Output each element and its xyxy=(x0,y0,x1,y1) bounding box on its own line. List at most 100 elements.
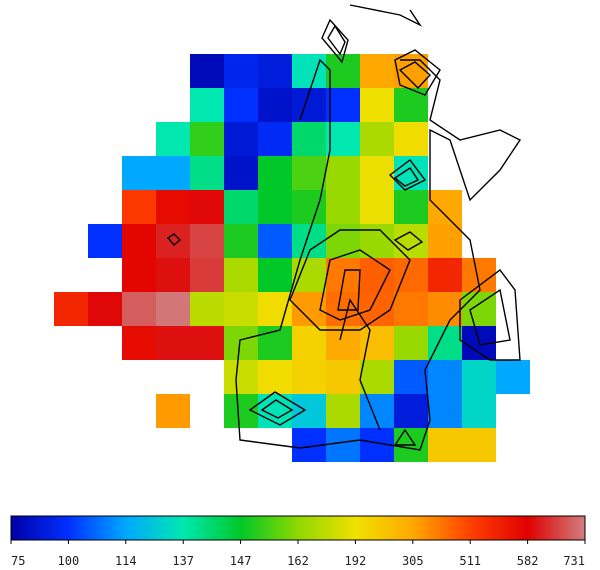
cell xyxy=(394,360,428,394)
cell xyxy=(360,156,394,190)
cell xyxy=(122,326,156,360)
cell xyxy=(156,394,190,428)
cell xyxy=(428,326,462,360)
cell xyxy=(360,292,394,326)
cell xyxy=(326,360,360,394)
cell xyxy=(156,258,190,292)
colorbar-segment xyxy=(125,516,184,540)
colorbar-tick-label: 305 xyxy=(402,554,424,568)
cell xyxy=(292,156,326,190)
colorbar-segment xyxy=(11,516,69,540)
colorbar-tick-label: 192 xyxy=(345,554,367,568)
cell xyxy=(122,292,156,326)
cell xyxy=(258,224,292,258)
cell xyxy=(360,258,394,292)
cell xyxy=(258,292,292,326)
cell xyxy=(190,88,224,122)
cell xyxy=(258,258,292,292)
cell xyxy=(122,258,156,292)
cell xyxy=(190,190,224,224)
cell xyxy=(428,292,462,326)
cell xyxy=(394,394,428,428)
cell xyxy=(224,122,258,156)
cell xyxy=(224,190,258,224)
cell xyxy=(360,88,394,122)
cell xyxy=(326,394,360,428)
cell xyxy=(122,190,156,224)
cell xyxy=(292,54,326,88)
cell xyxy=(462,360,496,394)
cell xyxy=(394,190,428,224)
cell xyxy=(122,156,156,190)
cell xyxy=(190,326,224,360)
cell xyxy=(326,190,360,224)
cell xyxy=(394,88,428,122)
cell xyxy=(224,54,258,88)
colorbar-segment xyxy=(240,516,299,540)
colorbar-segment xyxy=(68,516,127,540)
cell xyxy=(88,292,122,326)
cell xyxy=(156,224,190,258)
cell xyxy=(428,258,462,292)
cell xyxy=(326,258,360,292)
colorbar-tick-label: 100 xyxy=(58,554,80,568)
cell xyxy=(190,122,224,156)
cell xyxy=(428,190,462,224)
cell xyxy=(224,258,258,292)
colorbar-segment xyxy=(355,516,414,540)
colorbar-tick-label: 582 xyxy=(517,554,539,568)
cell xyxy=(394,326,428,360)
cell xyxy=(326,326,360,360)
colorbar-segment xyxy=(527,516,586,540)
cell xyxy=(462,292,496,326)
cell xyxy=(428,394,462,428)
cell xyxy=(462,428,496,462)
colorbar-tick-label: 114 xyxy=(115,554,137,568)
cell xyxy=(122,224,156,258)
cell xyxy=(258,88,292,122)
cell xyxy=(258,54,292,88)
cell xyxy=(224,292,258,326)
cell xyxy=(258,190,292,224)
cell xyxy=(156,156,190,190)
colorbar-tick-label: 731 xyxy=(563,554,585,568)
cell xyxy=(224,360,258,394)
cell xyxy=(360,54,394,88)
cell xyxy=(428,224,462,258)
cell xyxy=(292,258,326,292)
cell xyxy=(428,428,462,462)
cell xyxy=(326,428,360,462)
cell xyxy=(54,292,88,326)
cell xyxy=(360,360,394,394)
cell xyxy=(326,224,360,258)
colorbar-tick-label: 147 xyxy=(230,554,252,568)
cell xyxy=(326,122,360,156)
cell xyxy=(394,224,428,258)
cell xyxy=(224,224,258,258)
cell xyxy=(88,224,122,258)
cell xyxy=(394,122,428,156)
cell xyxy=(224,156,258,190)
colorbar-segment xyxy=(470,516,529,540)
colorbar-tick-label: 511 xyxy=(459,554,481,568)
cell xyxy=(292,360,326,394)
cell xyxy=(326,88,360,122)
cell xyxy=(190,54,224,88)
cell xyxy=(326,292,360,326)
heatmap xyxy=(54,54,530,462)
cell xyxy=(258,360,292,394)
cell xyxy=(394,292,428,326)
cell xyxy=(292,394,326,428)
cell xyxy=(190,224,224,258)
cell xyxy=(156,326,190,360)
colorbar: 75 100 114 137 147 162 192 305 511 582 731 xyxy=(10,515,586,568)
cell xyxy=(360,190,394,224)
cell xyxy=(156,292,190,326)
cell xyxy=(190,156,224,190)
cell xyxy=(326,156,360,190)
cell xyxy=(190,292,224,326)
cell xyxy=(360,122,394,156)
cell xyxy=(224,88,258,122)
